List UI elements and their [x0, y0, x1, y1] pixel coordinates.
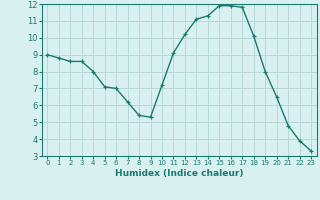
X-axis label: Humidex (Indice chaleur): Humidex (Indice chaleur)	[115, 169, 244, 178]
